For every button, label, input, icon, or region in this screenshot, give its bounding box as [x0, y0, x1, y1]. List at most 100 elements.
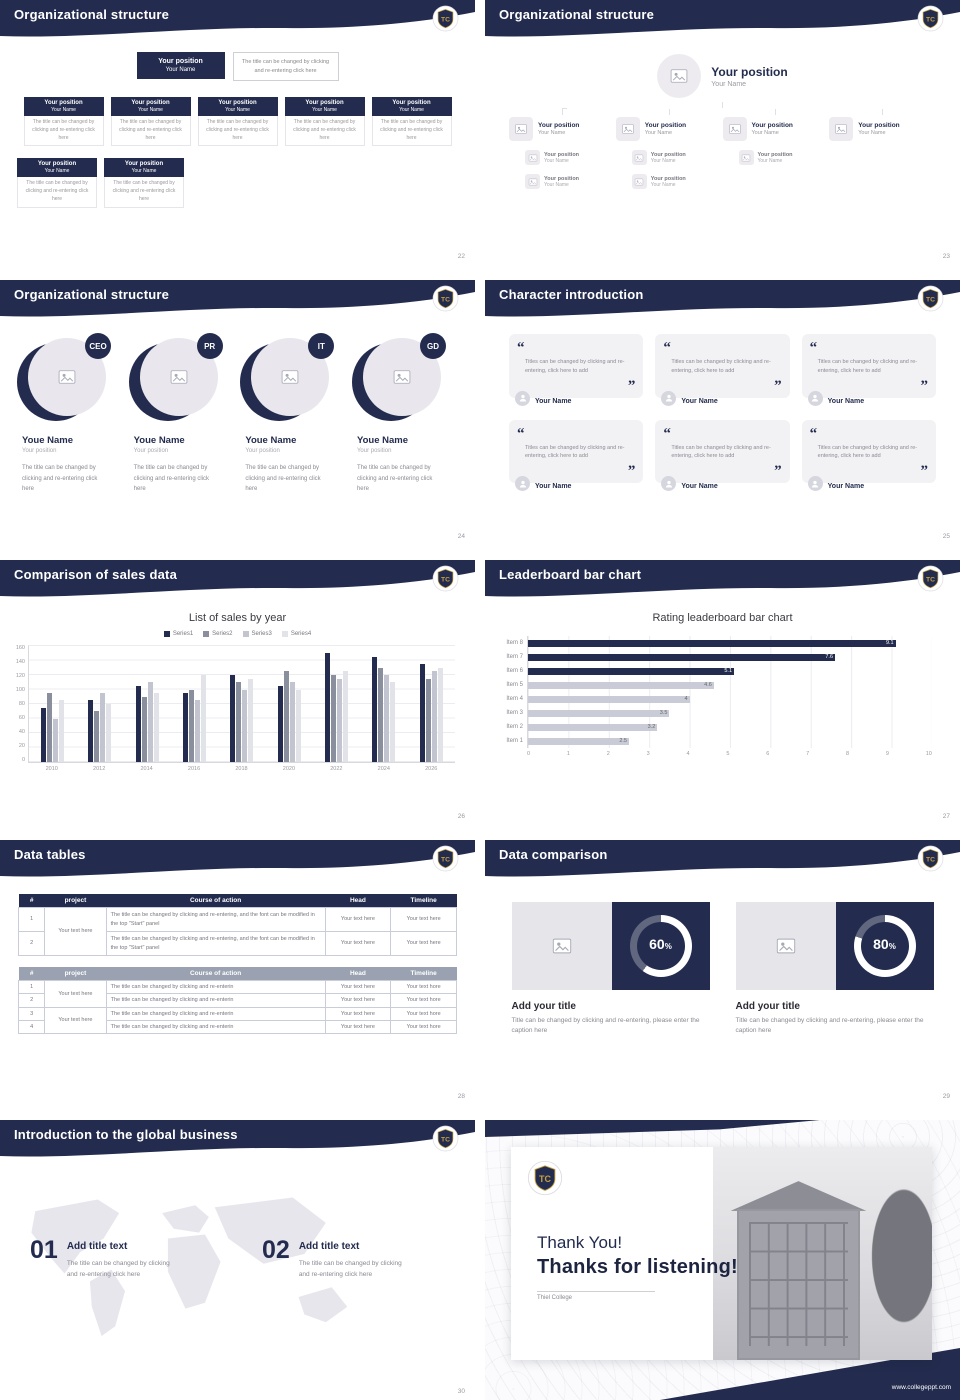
org-root-box: Your position Your Name [136, 52, 225, 79]
card-body: The title can be changed by clicking and… [23, 116, 104, 147]
thank-you-line: Thank You! [537, 1233, 623, 1252]
header-band [0, 840, 475, 877]
x-tick-label: 2010 [45, 766, 58, 772]
table-row: 1 Your text here The title can be change… [17, 979, 457, 1008]
image-placeholder [509, 117, 533, 141]
svg-text:TC: TC [926, 857, 935, 864]
bar-track: 9.1 [527, 636, 932, 650]
org-note-box: The title can be changed by clicking and… [232, 52, 339, 82]
cell-index: 4 [17, 1019, 46, 1035]
donut-chart: 80% [853, 915, 916, 977]
org-node: Your position Your Name [829, 117, 936, 141]
comparison-item: 60% Add your title Title can be changed … [511, 902, 710, 1037]
cell-index: 1 [17, 979, 46, 995]
slide-comparison-of-sales-data[interactable]: Comparison of sales data TC List of sale… [0, 560, 475, 825]
image-placeholder [829, 117, 854, 141]
slide-introduction-global-business[interactable]: Introduction to the global business TC 0… [0, 1120, 475, 1400]
cell-index: 3 [17, 1006, 46, 1021]
quote-card: Titles can be changed by clicking and re… [655, 419, 790, 492]
item-label: Item 2 [506, 724, 523, 730]
bar-track: 4 [527, 692, 932, 706]
x-tick-label: 6 [766, 751, 770, 757]
node-position: Your position [751, 122, 793, 129]
cell-action: The title can be changed by clicking and… [105, 907, 326, 932]
card-name: Your Name [44, 168, 70, 175]
bar [431, 671, 437, 762]
item-label: Item 5 [506, 682, 523, 688]
slide-leaderboard-bar-chart[interactable]: Leaderboard bar chart TC Rating leaderbo… [485, 560, 960, 825]
image-placeholder-icon [670, 69, 688, 83]
x-tick-label: 7 [806, 751, 810, 757]
bar-value-label: 4.6 [704, 682, 712, 688]
person-icon [665, 394, 672, 402]
item-label: Item 7 [506, 654, 523, 660]
card-position: Your position [44, 100, 83, 107]
image-placeholder-icon [393, 370, 411, 384]
card-position: Your position [218, 100, 257, 107]
image-placeholder-icon [741, 154, 751, 161]
header-band [0, 560, 475, 597]
slide-organizational-structure-boxes[interactable]: Organizational structure TC Your positio… [0, 0, 475, 265]
image-placeholder-icon [728, 124, 741, 134]
legend-item: Series4 [281, 631, 312, 637]
slide-data-comparison[interactable]: Data comparison TC 60% Add your title Ti… [485, 840, 960, 1105]
page-number: 28 [457, 1093, 465, 1100]
leaderboard-row: Item 2 3.2 [501, 720, 932, 734]
profile-item: CEO Youe Name Your position The title ca… [17, 333, 118, 495]
bar-value-label: 2.5 [619, 738, 627, 744]
slide-organizational-structure-roles[interactable]: Organizational structure TC CEO Youe Nam… [0, 280, 475, 545]
card-body: The title can be changed by clicking and… [104, 177, 184, 208]
slide-header: Introduction to the global business TC [0, 1120, 475, 1166]
college-logo: TC [917, 5, 944, 32]
image-placeholder [511, 902, 612, 990]
org-card-header: Your position Your Name [110, 97, 191, 117]
x-tick-label: 2012 [93, 766, 106, 772]
node-position: Your position [644, 122, 687, 129]
bar [437, 667, 443, 762]
bar [147, 682, 153, 762]
header-band [485, 560, 960, 597]
chart-title: List of sales by year [188, 612, 287, 624]
card-name: Your Name [131, 168, 157, 175]
cell-index: 1 [17, 907, 46, 932]
legend-label: Series4 [290, 631, 312, 637]
slide-data-tables[interactable]: Data tables TC # project Course of actio… [0, 840, 475, 1105]
legend-item: Series2 [203, 631, 233, 637]
bar: 4.6 [528, 681, 714, 689]
comparison-heading: Add your title [735, 1001, 800, 1012]
college-logo: TC [432, 285, 459, 312]
org-card: Your position Your Name The title can be c… [104, 158, 184, 208]
profile-name: Youe Name [22, 435, 74, 446]
slide-organizational-structure-photos[interactable]: Organizational structure TC Your positio… [485, 0, 960, 265]
slide-header: Data tables TC [0, 840, 475, 886]
slide-character-introduction[interactable]: Character introduction TC Titles can be … [485, 280, 960, 545]
bar [248, 678, 254, 762]
slide-title: Organizational structure [14, 287, 170, 302]
org-connector-lines [485, 102, 960, 115]
x-tick-label: 8 [846, 751, 850, 757]
open-quote-icon [517, 339, 635, 357]
profile-position: Your position [22, 448, 57, 454]
org-node: Your position Your Name [509, 117, 616, 141]
legend-swatch [242, 631, 249, 637]
cell-head: Your text here [324, 1006, 392, 1021]
profile-position: Your position [245, 448, 280, 454]
sales-y-axis: 160 140 120 100 80 60 40 20 0 [14, 645, 28, 763]
org-column: Your position Your Name [829, 117, 936, 189]
bar [189, 689, 195, 762]
cell-action: The title can be changed by clicking and… [105, 993, 326, 1008]
profile-position: Your position [133, 448, 169, 454]
bar-track: 3.5 [527, 706, 932, 720]
slide-thank-you[interactable]: TC Thank You! Thanks for listening! Thie… [485, 1120, 960, 1400]
subnode-name: Your Name [757, 157, 783, 164]
column-header: Course of action [106, 967, 326, 981]
bar [236, 682, 242, 762]
x-tick-label: 3 [646, 751, 650, 757]
bar [372, 656, 378, 762]
column-header: project [44, 894, 107, 908]
quote-name: Your Name [827, 483, 865, 491]
header-band [0, 280, 475, 317]
header-band [0, 0, 475, 37]
bar [289, 682, 295, 762]
bar [41, 707, 47, 762]
